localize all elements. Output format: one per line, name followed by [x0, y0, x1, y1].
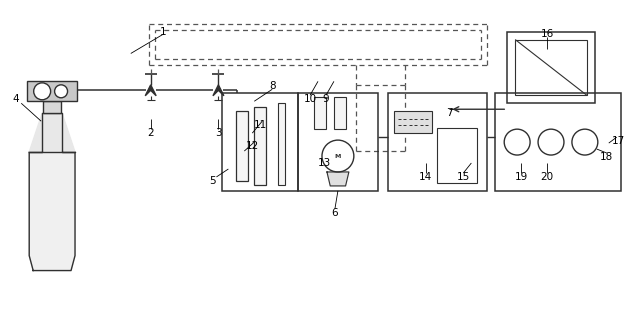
Bar — [27, 81, 77, 101]
Bar — [515, 39, 587, 95]
Text: 20: 20 — [541, 172, 554, 182]
Text: 15: 15 — [457, 172, 470, 182]
Text: 3: 3 — [215, 128, 222, 138]
Bar — [278, 103, 285, 185]
Text: 18: 18 — [600, 152, 613, 162]
Text: M: M — [335, 154, 341, 159]
Polygon shape — [145, 85, 156, 96]
Text: 8: 8 — [269, 81, 275, 91]
Text: 14: 14 — [419, 172, 432, 182]
Bar — [437, 128, 477, 183]
Bar — [394, 111, 432, 133]
Polygon shape — [213, 85, 224, 96]
Text: 19: 19 — [515, 172, 528, 182]
Bar — [495, 93, 621, 191]
Text: 16: 16 — [541, 28, 554, 38]
Bar — [43, 101, 61, 113]
Text: 11: 11 — [254, 120, 267, 130]
Text: 6: 6 — [332, 208, 338, 218]
Circle shape — [322, 140, 354, 172]
Circle shape — [538, 129, 564, 155]
Bar — [236, 111, 248, 181]
Text: 4: 4 — [12, 94, 18, 104]
Bar — [254, 107, 266, 185]
Text: 17: 17 — [612, 136, 625, 146]
Circle shape — [572, 129, 598, 155]
Text: 1: 1 — [160, 26, 166, 36]
Polygon shape — [29, 152, 75, 270]
Text: 5: 5 — [209, 176, 216, 186]
Polygon shape — [29, 113, 75, 152]
Bar — [298, 93, 378, 191]
Bar — [222, 93, 298, 191]
Text: 7: 7 — [446, 108, 453, 118]
Text: 10: 10 — [303, 94, 316, 104]
Bar — [334, 97, 346, 129]
Text: 13: 13 — [317, 158, 330, 168]
Text: 9: 9 — [323, 94, 329, 104]
Bar — [507, 31, 595, 103]
Bar — [387, 93, 487, 191]
Circle shape — [505, 129, 530, 155]
Circle shape — [54, 85, 68, 98]
Text: 2: 2 — [147, 128, 154, 138]
Polygon shape — [327, 172, 349, 186]
Circle shape — [34, 83, 51, 100]
Bar — [314, 97, 326, 129]
Text: 12: 12 — [246, 141, 259, 151]
